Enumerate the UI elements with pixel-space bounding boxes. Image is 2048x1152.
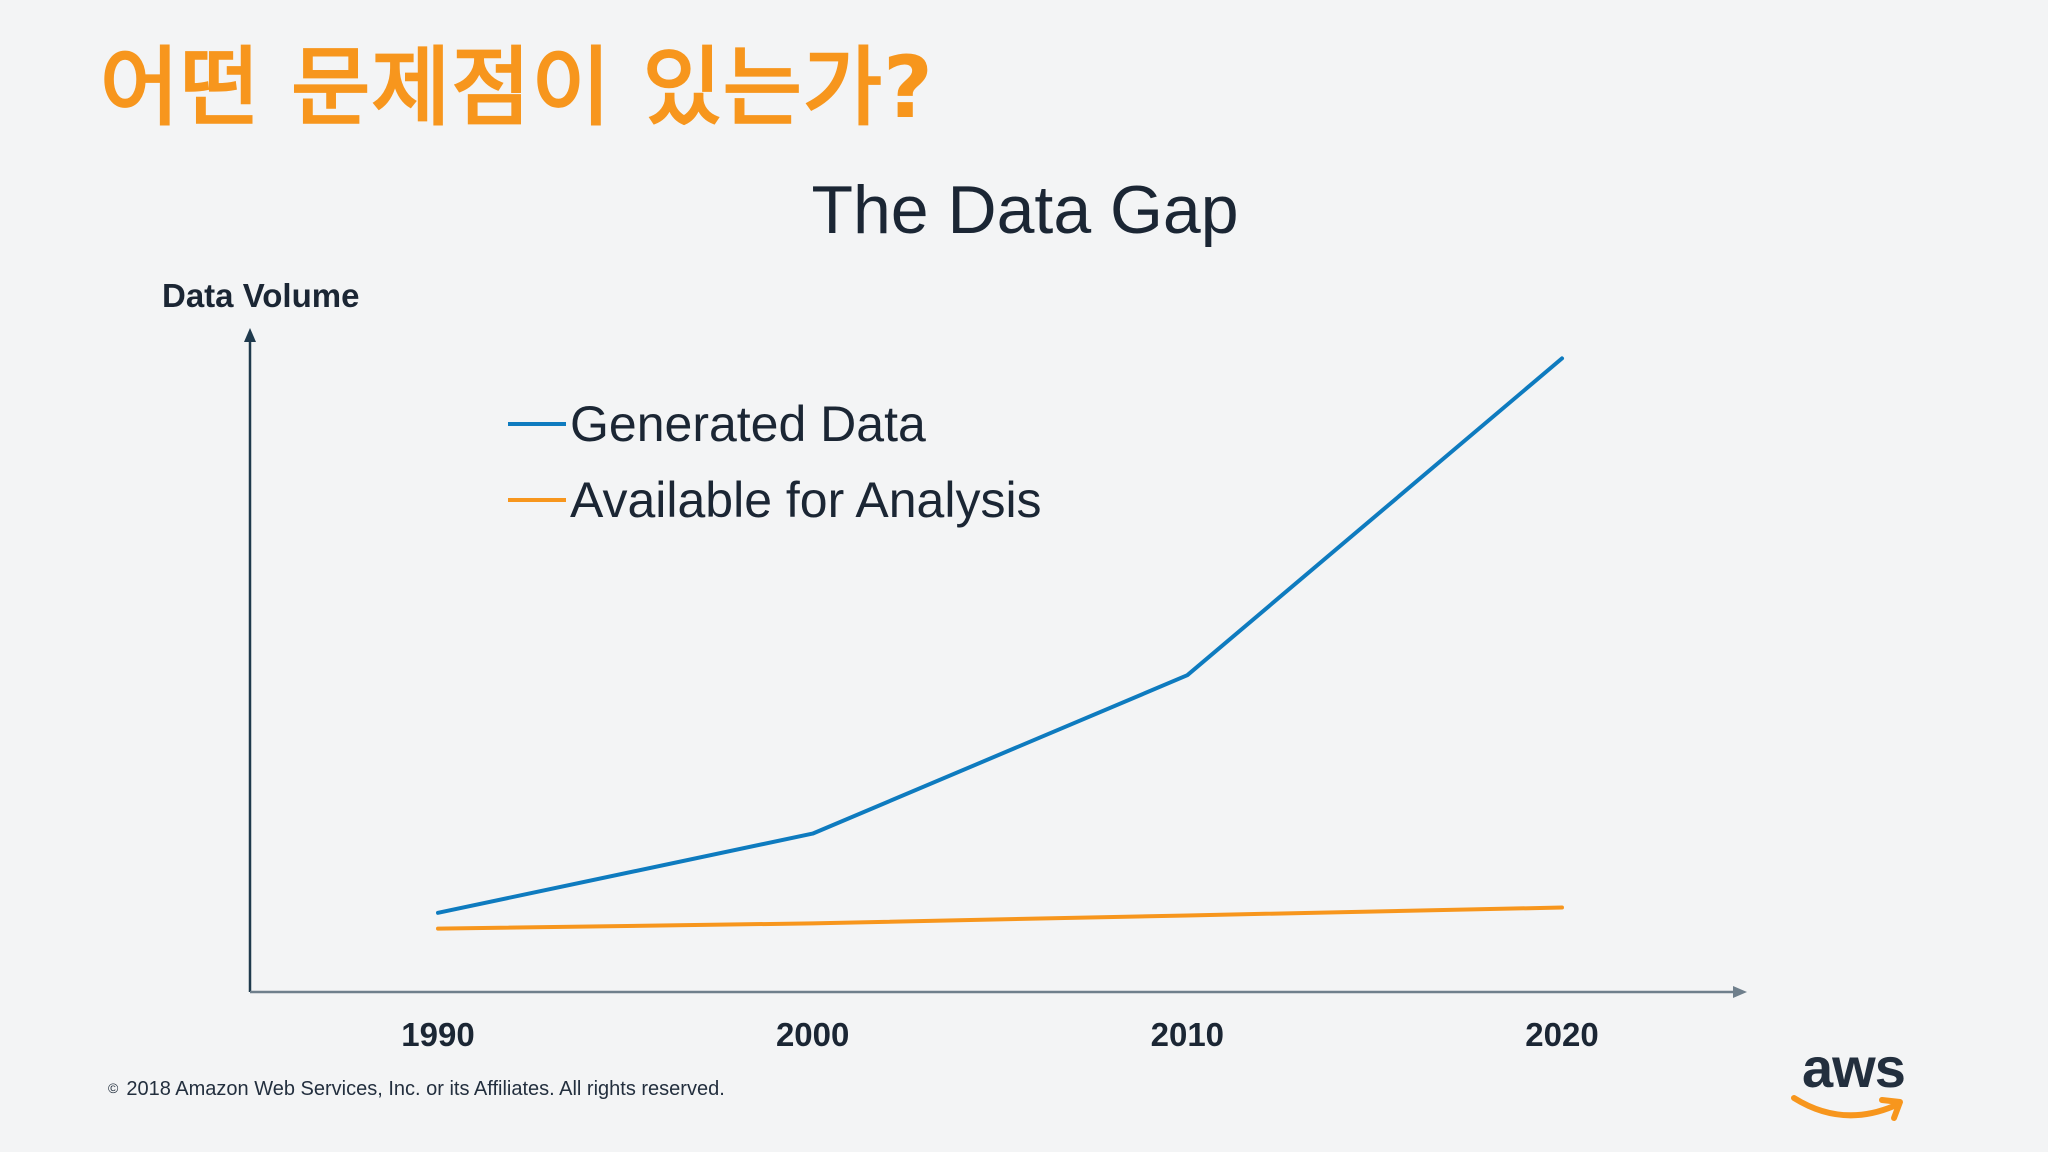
aws-logo: aws	[1790, 1036, 1920, 1126]
chart-series	[436, 356, 1564, 931]
copyright-text: 2018 Amazon Web Services, Inc. or its Af…	[126, 1078, 725, 1100]
chart-title: The Data Gap	[811, 172, 1239, 248]
aws-logo-text: aws	[1802, 1036, 1906, 1099]
legend-label-generated-data: Generated Data	[570, 396, 926, 452]
slide-title: 어떤 문제점이 있는가?	[100, 38, 934, 138]
copyright-footer: © 2018 Amazon Web Services, Inc. or its A…	[108, 1076, 725, 1101]
series-line-available-for-analysis	[436, 905, 1564, 931]
chart-legend: Generated Data Available for Analysis	[508, 396, 1042, 528]
y-axis-label: Data Volume	[162, 277, 360, 314]
x-tick-labels: 1990 2000 2010 2020	[401, 1016, 1598, 1053]
series-line-generated-data	[436, 356, 1564, 915]
chart-axes	[244, 328, 1747, 998]
legend-label-available-for-analysis: Available for Analysis	[570, 472, 1042, 528]
x-axis-arrowhead	[1733, 986, 1747, 998]
y-axis-arrowhead	[244, 328, 256, 342]
amazon-smile-arrow-icon	[1791, 1095, 1903, 1121]
copyright-symbol: ©	[108, 1080, 119, 1096]
x-tick-label-2000: 2000	[776, 1016, 849, 1053]
x-tick-label-2010: 2010	[1151, 1016, 1224, 1053]
x-tick-label-1990: 1990	[401, 1016, 474, 1053]
x-tick-label-2020: 2020	[1525, 1016, 1598, 1053]
